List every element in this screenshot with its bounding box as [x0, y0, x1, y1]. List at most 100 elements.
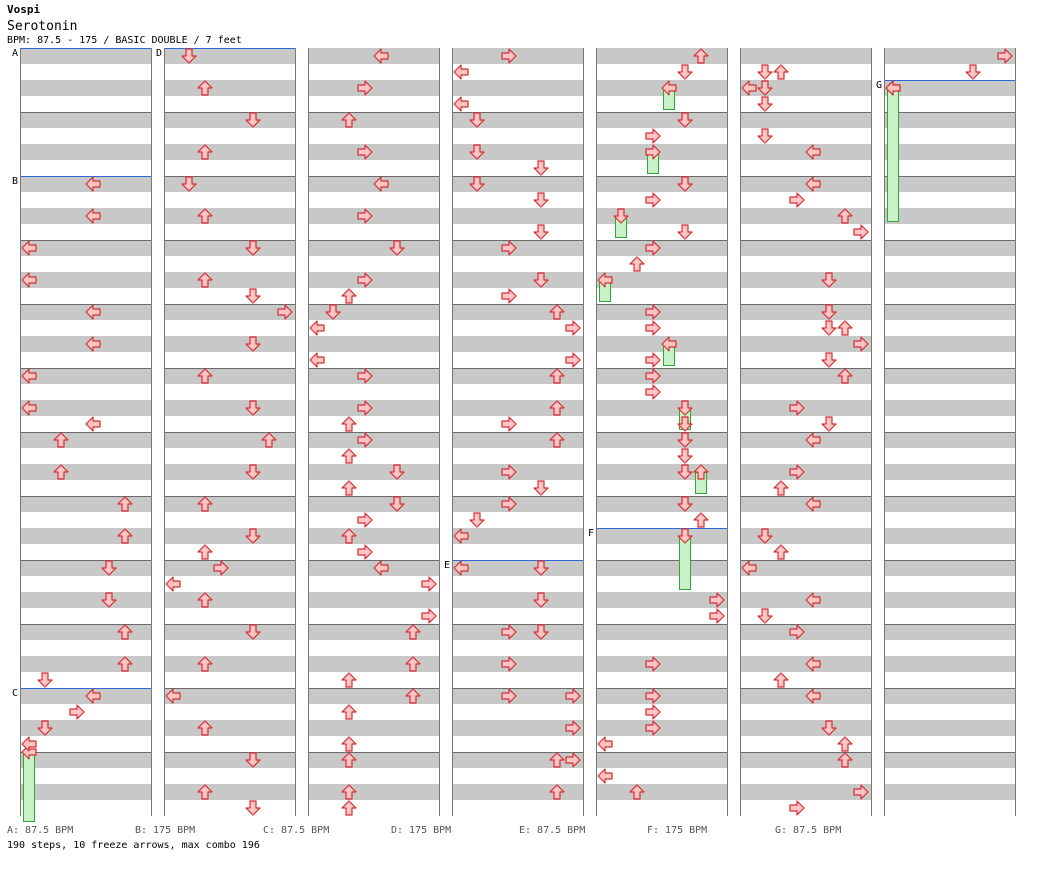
down-arrow-icon — [821, 304, 837, 320]
left-arrow-icon — [165, 688, 181, 704]
left-arrow-icon — [453, 64, 469, 80]
down-arrow-icon — [533, 192, 549, 208]
measure-line — [885, 432, 1015, 433]
chart-column-2: D — [156, 48, 296, 816]
bpm-change-line — [885, 80, 1015, 81]
bpm-change-line — [21, 48, 151, 49]
right-arrow-icon — [501, 688, 517, 704]
freeze-left-arrow-icon — [661, 80, 677, 96]
bpm-change-line — [21, 688, 151, 689]
right-arrow-icon — [853, 336, 869, 352]
up-arrow-icon — [197, 208, 213, 224]
right-arrow-icon — [997, 48, 1013, 64]
measure-line — [21, 432, 151, 433]
up-arrow-icon — [341, 736, 357, 752]
right-arrow-icon — [645, 656, 661, 672]
right-arrow-icon — [645, 704, 661, 720]
left-arrow-icon — [597, 768, 613, 784]
up-arrow-icon — [261, 432, 277, 448]
chart-column-7: G — [876, 48, 1016, 816]
measure-line — [453, 240, 583, 241]
measure-line — [21, 752, 151, 753]
measure-line — [885, 752, 1015, 753]
measure-line — [165, 304, 295, 305]
up-arrow-icon — [117, 528, 133, 544]
down-arrow-icon — [245, 400, 261, 416]
left-arrow-icon — [85, 416, 101, 432]
measure-line — [165, 688, 295, 689]
right-arrow-icon — [421, 608, 437, 624]
up-arrow-icon — [53, 432, 69, 448]
measure-line — [741, 624, 871, 625]
right-arrow-icon — [357, 400, 373, 416]
measure-line — [597, 688, 727, 689]
right-arrow-icon — [789, 464, 805, 480]
measure-line — [21, 368, 151, 369]
right-arrow-icon — [357, 272, 373, 288]
left-arrow-icon — [21, 272, 37, 288]
right-arrow-icon — [501, 240, 517, 256]
measure-line — [309, 560, 439, 561]
down-arrow-icon — [245, 288, 261, 304]
left-arrow-icon — [85, 304, 101, 320]
chart-column-4: E — [444, 48, 584, 816]
freeze-down-arrow-icon — [677, 400, 693, 416]
measure-line — [741, 112, 871, 113]
right-arrow-icon — [645, 384, 661, 400]
measure-line — [21, 624, 151, 625]
measure-line — [741, 560, 871, 561]
down-arrow-icon — [757, 64, 773, 80]
freeze-down-arrow-icon — [677, 528, 693, 544]
up-arrow-icon — [197, 144, 213, 160]
measure-line — [597, 496, 727, 497]
bpm-marker-g: G — [876, 80, 883, 91]
measure-line — [21, 112, 151, 113]
measure-line — [597, 432, 727, 433]
left-arrow-icon — [805, 432, 821, 448]
left-arrow-icon — [85, 688, 101, 704]
right-arrow-icon — [501, 416, 517, 432]
right-arrow-icon — [709, 608, 725, 624]
down-arrow-icon — [965, 64, 981, 80]
right-arrow-icon — [565, 320, 581, 336]
up-arrow-icon — [341, 112, 357, 128]
up-arrow-icon — [117, 624, 133, 640]
up-arrow-icon — [549, 368, 565, 384]
measure-line — [597, 240, 727, 241]
right-arrow-icon — [789, 400, 805, 416]
measure-line — [741, 304, 871, 305]
down-arrow-icon — [757, 608, 773, 624]
up-arrow-icon — [549, 752, 565, 768]
left-arrow-icon — [741, 560, 757, 576]
measure-line — [21, 240, 151, 241]
freeze-right-arrow-icon — [645, 144, 661, 160]
measure-line — [885, 176, 1015, 177]
right-arrow-icon — [501, 288, 517, 304]
measure-line — [597, 560, 727, 561]
down-arrow-icon — [677, 64, 693, 80]
down-arrow-icon — [325, 304, 341, 320]
measure-line — [453, 112, 583, 113]
down-arrow-icon — [181, 48, 197, 64]
down-arrow-icon — [677, 432, 693, 448]
legend-b: B: 175 BPM — [135, 825, 196, 836]
up-arrow-icon — [629, 256, 645, 272]
left-arrow-icon — [21, 400, 37, 416]
right-arrow-icon — [789, 192, 805, 208]
measure-line — [741, 496, 871, 497]
up-arrow-icon — [405, 624, 421, 640]
up-arrow-icon — [341, 800, 357, 816]
up-arrow-icon — [341, 288, 357, 304]
up-arrow-icon — [837, 752, 853, 768]
up-arrow-icon — [341, 480, 357, 496]
bpm-marker-b: B — [12, 176, 19, 187]
up-arrow-icon — [837, 208, 853, 224]
up-arrow-icon — [693, 512, 709, 528]
up-arrow-icon — [341, 784, 357, 800]
right-arrow-icon — [213, 560, 229, 576]
up-arrow-icon — [629, 784, 645, 800]
left-arrow-icon — [373, 48, 389, 64]
right-arrow-icon — [709, 592, 725, 608]
up-arrow-icon — [197, 80, 213, 96]
right-arrow-icon — [357, 544, 373, 560]
